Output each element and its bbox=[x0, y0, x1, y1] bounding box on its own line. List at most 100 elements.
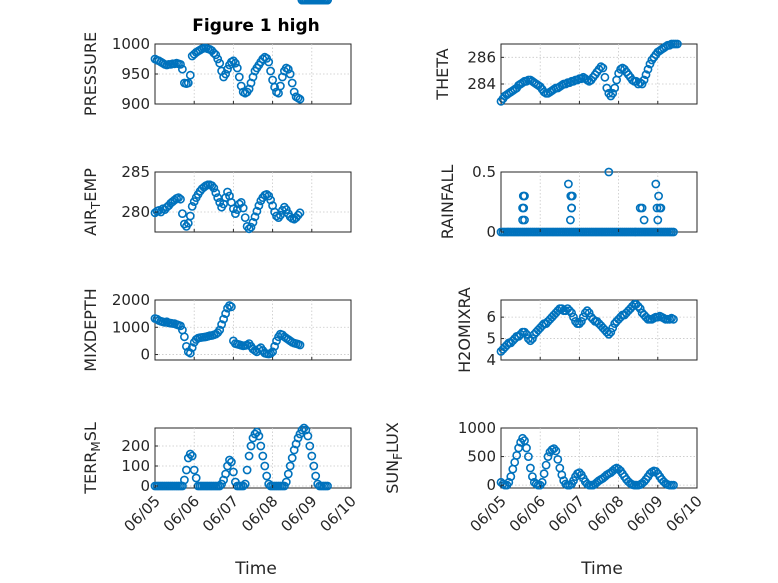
data-point bbox=[575, 319, 584, 328]
data-point bbox=[275, 210, 285, 220]
data-point bbox=[309, 461, 319, 471]
data-point bbox=[226, 457, 236, 467]
data-point bbox=[524, 334, 533, 343]
data-point bbox=[275, 81, 285, 91]
y-tick-label: 2000 bbox=[112, 291, 150, 309]
data-point bbox=[238, 481, 248, 491]
data-point bbox=[307, 451, 317, 461]
data-point bbox=[295, 94, 305, 104]
data-point bbox=[221, 309, 230, 318]
x-axis-label-left: Time bbox=[234, 559, 277, 579]
data-point bbox=[256, 441, 266, 451]
data-point bbox=[246, 222, 256, 232]
x-tick-label: 06/06 bbox=[160, 492, 203, 535]
series-markers bbox=[150, 0, 332, 104]
axis-ticks: 0 1000 2000 bbox=[112, 291, 352, 364]
data-point bbox=[295, 340, 305, 350]
y-axis-label: MIXDEPTH bbox=[81, 288, 100, 371]
series-markers bbox=[496, 39, 682, 106]
data-point bbox=[225, 455, 234, 465]
data-point bbox=[176, 60, 185, 69]
y-tick-label: 286 bbox=[467, 48, 496, 66]
data-point bbox=[177, 64, 187, 74]
y-tick-label: 0 bbox=[486, 476, 496, 494]
data-point bbox=[520, 327, 529, 337]
data-point bbox=[228, 204, 238, 214]
data-point bbox=[268, 347, 277, 357]
data-point bbox=[598, 63, 608, 73]
data-point bbox=[643, 64, 653, 74]
data-point bbox=[610, 83, 620, 93]
data-point bbox=[254, 201, 264, 210]
data-point bbox=[209, 183, 219, 193]
data-point bbox=[652, 203, 662, 213]
data-point bbox=[174, 193, 183, 202]
data-point bbox=[528, 334, 537, 343]
data-point bbox=[211, 188, 221, 198]
data-point bbox=[608, 88, 618, 98]
data-point bbox=[207, 181, 217, 190]
data-point bbox=[669, 227, 678, 237]
data-point bbox=[240, 213, 250, 222]
data-point bbox=[176, 321, 185, 331]
data-point bbox=[179, 332, 189, 342]
data-point bbox=[289, 87, 299, 97]
data-point bbox=[303, 431, 313, 441]
x-tick-label: 06/06 bbox=[506, 492, 549, 535]
data-point bbox=[232, 205, 242, 214]
data-point bbox=[323, 0, 332, 5]
data-point bbox=[606, 327, 616, 337]
data-point bbox=[240, 479, 250, 489]
data-point bbox=[242, 465, 252, 475]
x-tick-label: 06/05 bbox=[121, 492, 164, 535]
data-point bbox=[221, 469, 230, 479]
data-point bbox=[244, 451, 254, 461]
data-point bbox=[211, 50, 221, 60]
y-tick-label: 0 bbox=[140, 346, 150, 364]
x-tick-label: 06/07 bbox=[545, 492, 588, 535]
axis-ticks: 280 285 bbox=[121, 163, 352, 232]
y-tick-label: 1000 bbox=[112, 318, 150, 336]
data-point bbox=[226, 302, 236, 312]
data-point bbox=[270, 82, 279, 92]
data-point bbox=[191, 473, 201, 483]
data-point bbox=[287, 453, 297, 463]
data-point bbox=[656, 203, 666, 213]
data-point bbox=[181, 341, 191, 351]
data-point bbox=[215, 481, 225, 491]
data-point bbox=[260, 461, 270, 471]
y-axis-label: THETA bbox=[433, 48, 452, 100]
data-point bbox=[600, 72, 610, 82]
figure-title: Figure 1 high bbox=[192, 16, 320, 36]
data-point bbox=[582, 306, 592, 316]
data-point bbox=[281, 477, 291, 487]
data-point bbox=[187, 343, 197, 353]
data-point bbox=[604, 167, 614, 177]
x-tick-label: 06/07 bbox=[199, 492, 242, 535]
subplot-theta: 284 286 THETA bbox=[433, 39, 698, 106]
data-point bbox=[272, 336, 281, 346]
data-point bbox=[264, 57, 274, 67]
data-point bbox=[567, 191, 577, 201]
data-point bbox=[673, 39, 682, 49]
data-point bbox=[270, 341, 279, 351]
y-tick-label: 6 bbox=[486, 308, 496, 326]
data-point bbox=[283, 64, 293, 74]
data-point bbox=[228, 56, 238, 66]
data-point bbox=[641, 70, 651, 80]
data-point bbox=[577, 74, 586, 84]
data-point bbox=[246, 441, 256, 451]
data-point bbox=[187, 451, 197, 461]
axis-ticks: 900 950 1000 bbox=[112, 35, 352, 113]
data-point bbox=[230, 58, 240, 68]
data-point bbox=[577, 316, 586, 326]
y-tick-label: 5 bbox=[486, 330, 496, 348]
data-point bbox=[189, 465, 199, 475]
data-point bbox=[518, 191, 528, 201]
data-point bbox=[608, 323, 618, 333]
data-point bbox=[279, 202, 289, 212]
data-point bbox=[295, 208, 305, 218]
plot-area bbox=[500, 299, 698, 361]
data-point bbox=[522, 443, 531, 453]
data-point bbox=[287, 78, 297, 88]
